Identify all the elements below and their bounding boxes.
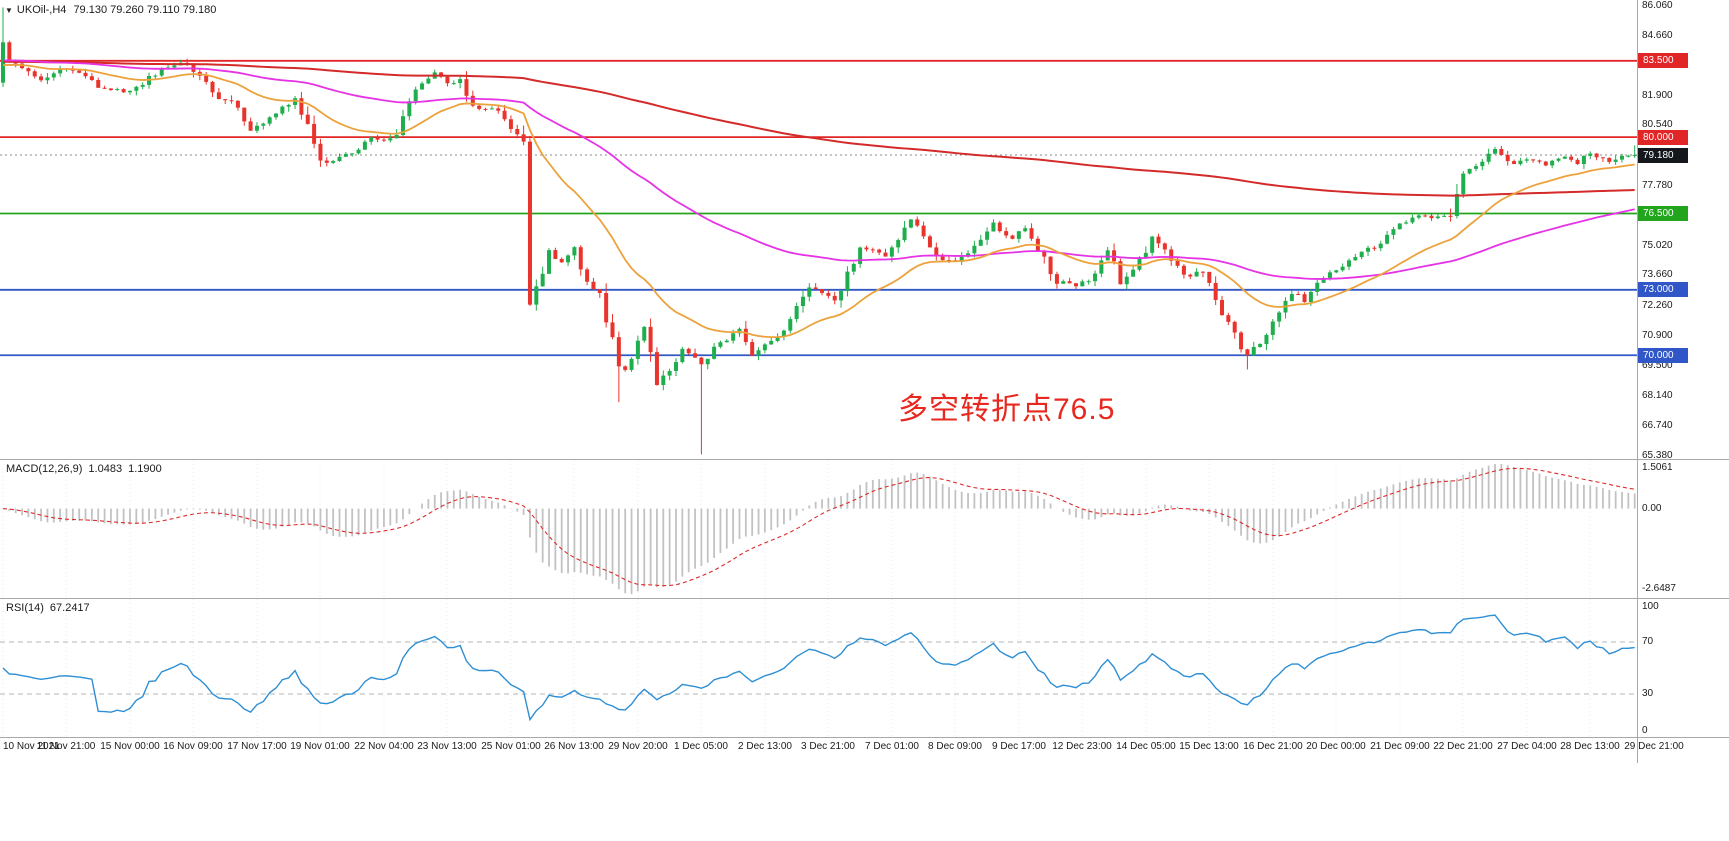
price-level-badge: 80.000 [1638, 129, 1688, 145]
price-tick-label: 72.260 [1642, 299, 1673, 311]
time-axis-label: 3 Dec 21:00 [801, 741, 855, 752]
macd-axis-zero: 0.00 [1642, 502, 1662, 514]
current-price-badge: 79.180 [1638, 147, 1688, 163]
price-tick-label: 84.660 [1642, 29, 1673, 41]
ohlc-values: 79.130 79.260 79.110 79.180 [73, 4, 217, 16]
price-tick-label: 80.540 [1642, 119, 1673, 131]
rsi-name: RSI(14) [6, 602, 44, 614]
time-axis-label: 21 Dec 09:00 [1370, 741, 1430, 752]
time-axis-label: 7 Dec 01:00 [865, 741, 919, 752]
candlestick-chart[interactable] [0, 0, 1637, 459]
candles [1, 7, 1637, 455]
macd-main-value: 1.0483 [88, 463, 123, 475]
price-axis[interactable]: 86.06084.66083.28081.90080.54077.78076.4… [1637, 0, 1729, 763]
time-axis-label: 15 Nov 00:00 [100, 741, 160, 752]
price-level-badge: 73.000 [1638, 282, 1688, 298]
time-axis-label: 1 Dec 05:00 [674, 741, 728, 752]
time-axis-label: 22 Nov 04:00 [354, 741, 414, 752]
time-axis-label: 29 Dec 21:00 [1624, 741, 1684, 752]
price-tick-label: 73.660 [1642, 269, 1673, 281]
price-tick-label: 68.140 [1642, 389, 1673, 401]
ma-fast-orange [2, 63, 1635, 339]
time-axis-label: 26 Nov 13:00 [544, 741, 604, 752]
rsi-line [2, 614, 1635, 722]
macd-histogram [8, 464, 1636, 594]
ma-slow-red [2, 60, 1635, 197]
time-axis-label: 23 Nov 13:00 [417, 741, 477, 752]
price-level-badge: 76.500 [1638, 205, 1688, 221]
macd-axis-max: 1.5061 [1642, 462, 1673, 473]
axis-separator [1637, 0, 1638, 763]
panel-separator[interactable] [0, 459, 1729, 460]
price-tick-label: 75.020 [1642, 239, 1673, 251]
time-axis-label: 17 Nov 17:00 [227, 741, 287, 752]
symbol-dropdown-icon[interactable]: ▼ [5, 6, 13, 15]
time-axis-label: 29 Nov 20:00 [608, 741, 668, 752]
price-level-badge: 83.500 [1638, 53, 1688, 69]
panel-separator[interactable] [0, 737, 1729, 738]
time-axis-label: 25 Nov 01:00 [481, 741, 541, 752]
macd-panel[interactable] [0, 460, 1637, 598]
time-axis-label: 8 Dec 09:00 [928, 741, 982, 752]
time-axis-label: 10 Nov 2021 [3, 741, 60, 752]
price-tick-label: 77.780 [1642, 179, 1673, 191]
rsi-indicator-label: RSI(14) 67.2417 [6, 602, 96, 614]
time-axis-label: 9 Dec 17:00 [992, 741, 1046, 752]
panel-separator[interactable] [0, 598, 1729, 599]
time-axis-label: 12 Dec 23:00 [1052, 741, 1112, 752]
macd-indicator-label: MACD(12,26,9) 1.0483 1.1900 [6, 463, 168, 475]
time-axis-label: 15 Dec 13:00 [1179, 741, 1239, 752]
rsi-axis-label: 30 [1642, 688, 1654, 699]
time-axis-label: 20 Dec 00:00 [1306, 741, 1366, 752]
time-axis-label: 2 Dec 13:00 [738, 741, 792, 752]
time-axis-label: 22 Dec 21:00 [1433, 741, 1493, 752]
price-tick-label: 81.900 [1642, 89, 1673, 101]
time-axis-label: 14 Dec 05:00 [1116, 741, 1176, 752]
time-axis-label: 28 Dec 13:00 [1560, 741, 1620, 752]
price-tick-label: 65.380 [1642, 450, 1673, 461]
rsi-axis-label: 0 [1642, 725, 1648, 736]
price-tick-label: 86.060 [1642, 0, 1673, 11]
rsi-axis-label: 70 [1642, 636, 1654, 647]
macd-signal-value: 1.1900 [128, 463, 162, 475]
price-level-badge: 70.000 [1638, 347, 1688, 363]
rsi-value: 67.2417 [49, 602, 90, 614]
macd-axis-min: -2.6487 [1642, 583, 1676, 594]
macd-name: MACD(12,26,9) [6, 463, 83, 475]
chart-annotation: 多空转折点76.5 [898, 393, 1116, 426]
time-axis[interactable]: 10 Nov 2021 11 Nov 21:00 15 Nov 00:00 16 No… [0, 738, 1729, 763]
time-axis-label: 27 Dec 04:00 [1497, 741, 1557, 752]
price-tick-label: 69.500 [1642, 360, 1673, 372]
time-axis-label: 16 Nov 09:00 [163, 741, 223, 752]
price-tick-label: 66.740 [1642, 420, 1673, 432]
time-axis-label: 19 Nov 01:00 [290, 741, 350, 752]
rsi-panel[interactable] [0, 599, 1637, 737]
ma-medium-magenta [2, 59, 1635, 280]
chart-title-bar: ▼ UKOil-,H4 79.130 79.260 79.110 79.180 [5, 4, 216, 16]
symbol-timeframe-label: UKOil-,H4 [16, 4, 67, 16]
macd-signal-line [2, 467, 1635, 587]
price-tick-label: 70.900 [1642, 329, 1673, 341]
rsi-axis-label: 100 [1642, 601, 1659, 612]
time-axis-label: 16 Dec 21:00 [1243, 741, 1303, 752]
time-axis-label: 11 Nov 21:00 [36, 741, 96, 752]
